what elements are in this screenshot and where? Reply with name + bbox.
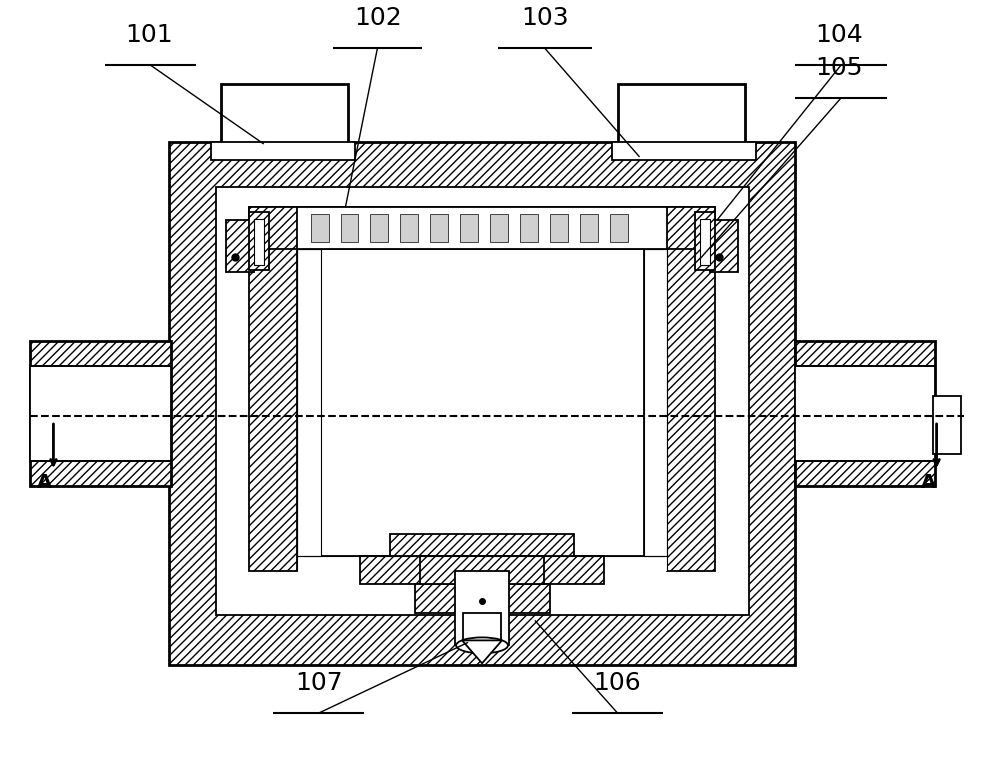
Bar <box>297 249 667 571</box>
Bar <box>221 84 348 156</box>
Bar <box>644 249 667 556</box>
Text: 102: 102 <box>355 6 402 30</box>
Bar <box>463 613 501 644</box>
Bar <box>226 220 254 272</box>
Bar <box>249 212 269 269</box>
Bar <box>321 249 644 556</box>
Bar <box>795 342 935 486</box>
Text: 101: 101 <box>125 24 173 47</box>
Text: 104: 104 <box>815 24 863 47</box>
Bar <box>30 342 171 486</box>
Bar <box>795 367 935 461</box>
Text: A: A <box>36 473 52 492</box>
Bar <box>455 571 509 645</box>
Bar <box>415 584 550 613</box>
Bar <box>610 214 628 241</box>
Bar <box>550 214 568 241</box>
Bar <box>490 214 508 241</box>
Bar <box>249 206 297 571</box>
Bar <box>933 396 961 454</box>
Bar <box>169 142 795 666</box>
Bar <box>420 556 544 584</box>
Text: 105: 105 <box>815 56 863 80</box>
Text: 103: 103 <box>521 6 569 30</box>
Polygon shape <box>462 641 502 663</box>
Bar <box>400 214 418 241</box>
Bar <box>297 206 667 249</box>
Bar <box>211 142 355 160</box>
Bar <box>216 187 749 616</box>
Bar <box>618 84 745 156</box>
Bar <box>460 214 478 241</box>
Bar <box>520 214 538 241</box>
Bar <box>297 249 321 556</box>
Bar <box>710 220 738 272</box>
Bar <box>695 212 715 269</box>
Ellipse shape <box>456 638 508 653</box>
Bar <box>700 219 710 265</box>
Bar <box>30 367 171 461</box>
Bar <box>341 214 358 241</box>
Bar <box>612 142 756 160</box>
Bar <box>249 206 715 249</box>
Text: 107: 107 <box>295 671 342 695</box>
Bar <box>254 219 264 265</box>
Bar <box>390 534 574 556</box>
Bar <box>580 214 598 241</box>
Bar <box>360 556 604 584</box>
Bar <box>430 214 448 241</box>
Text: A: A <box>921 473 936 492</box>
Text: 106: 106 <box>594 671 641 695</box>
Bar <box>370 214 388 241</box>
Bar <box>311 214 329 241</box>
Bar <box>667 206 715 571</box>
